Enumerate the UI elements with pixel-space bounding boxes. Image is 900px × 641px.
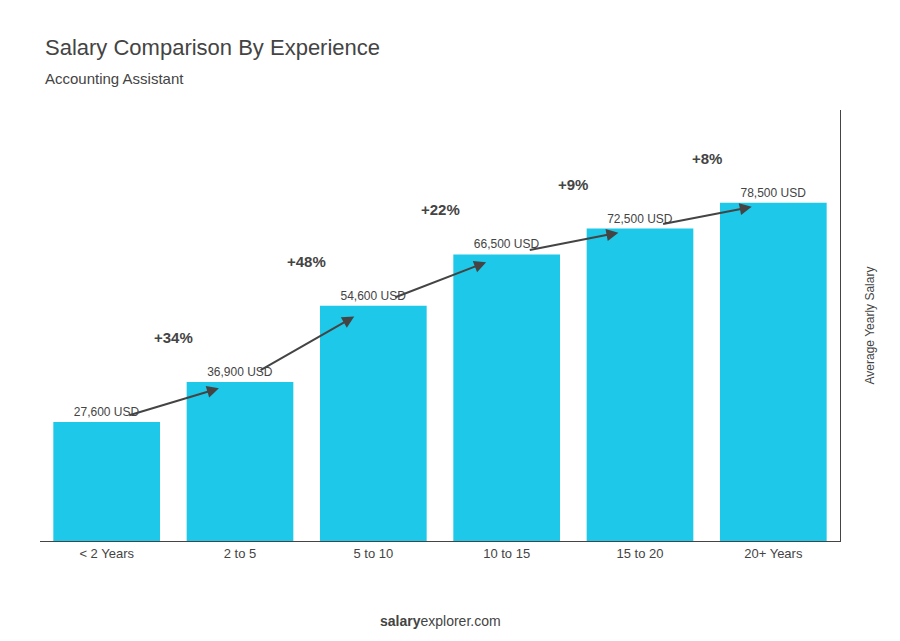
svg-text:20+ Years: 20+ Years bbox=[744, 546, 803, 561]
svg-text:36,900 USD: 36,900 USD bbox=[207, 365, 273, 379]
svg-text:salaryexplorer.com: salaryexplorer.com bbox=[380, 613, 501, 629]
svg-text:+8%: +8% bbox=[692, 150, 722, 167]
svg-text:66,500 USD: 66,500 USD bbox=[474, 237, 540, 251]
svg-text:54,600 USD: 54,600 USD bbox=[340, 289, 406, 303]
svg-text:+48%: +48% bbox=[287, 253, 326, 270]
svg-text:Salary Comparison By Experienc: Salary Comparison By Experience bbox=[45, 35, 380, 60]
svg-text:15 to 20: 15 to 20 bbox=[617, 546, 664, 561]
svg-text:+34%: +34% bbox=[154, 329, 193, 346]
svg-text:2 to 5: 2 to 5 bbox=[224, 546, 257, 561]
svg-text:27,600 USD: 27,600 USD bbox=[74, 405, 140, 419]
svg-text:+9%: +9% bbox=[558, 176, 588, 193]
svg-text:+22%: +22% bbox=[421, 201, 460, 218]
svg-text:10 to 15: 10 to 15 bbox=[483, 546, 530, 561]
svg-text:Average Yearly Salary: Average Yearly Salary bbox=[863, 267, 877, 385]
svg-text:< 2 Years: < 2 Years bbox=[79, 546, 134, 561]
svg-text:72,500 USD: 72,500 USD bbox=[607, 212, 673, 226]
svg-text:5 to 10: 5 to 10 bbox=[353, 546, 393, 561]
svg-text:78,500 USD: 78,500 USD bbox=[740, 186, 806, 200]
svg-text:Accounting Assistant: Accounting Assistant bbox=[45, 70, 184, 87]
